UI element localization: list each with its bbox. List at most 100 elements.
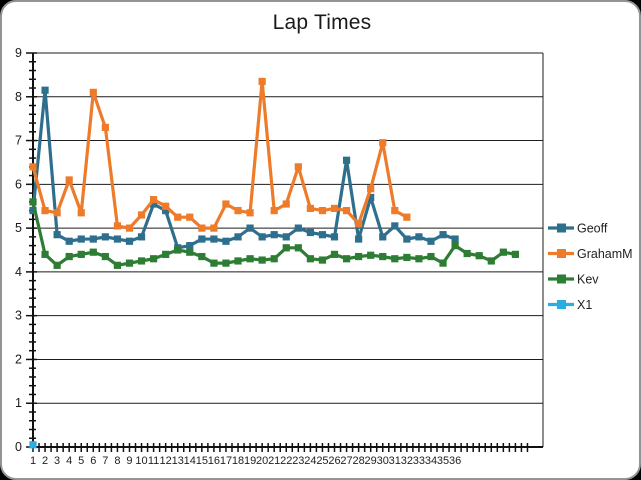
data-point-kev bbox=[162, 250, 170, 258]
x-tick-label: 10 bbox=[135, 455, 147, 467]
data-point-grahamm bbox=[403, 213, 411, 221]
data-point-geoff bbox=[258, 233, 266, 241]
x-tick-label: 17 bbox=[220, 455, 232, 467]
x-tick-label: 33 bbox=[413, 455, 425, 467]
data-point-geoff bbox=[113, 235, 122, 243]
data-point-grahamm bbox=[29, 163, 37, 171]
x-tick-label: 8 bbox=[114, 455, 120, 467]
data-point-grahamm bbox=[125, 224, 134, 232]
data-point-kev bbox=[463, 249, 471, 258]
x-tick-label: 16 bbox=[208, 455, 220, 467]
data-point-kev bbox=[330, 250, 339, 258]
legend: Geoff GrahamM Kev X1 bbox=[548, 222, 633, 312]
data-point-grahamm bbox=[367, 185, 375, 193]
x-tick-label: 36 bbox=[449, 455, 461, 467]
data-point-kev bbox=[282, 244, 290, 252]
data-point-x1 bbox=[29, 441, 37, 449]
y-tick-label: 6 bbox=[15, 177, 22, 191]
data-point-grahamm bbox=[210, 224, 218, 232]
data-point-geoff bbox=[391, 222, 399, 230]
y-tick-label: 2 bbox=[15, 352, 22, 366]
data-point-grahamm bbox=[174, 213, 182, 221]
data-point-kev bbox=[391, 255, 399, 263]
data-point-grahamm bbox=[65, 176, 73, 184]
x-tick-label: 2 bbox=[42, 455, 48, 467]
legend-item-grahamm: GrahamM bbox=[548, 247, 633, 261]
data-point-grahamm bbox=[198, 224, 206, 232]
data-point-kev bbox=[403, 253, 411, 262]
data-point-grahamm bbox=[330, 204, 339, 213]
data-point-geoff bbox=[342, 156, 351, 164]
data-point-kev bbox=[318, 256, 327, 264]
data-point-kev bbox=[355, 252, 363, 261]
x-tick-label: 14 bbox=[184, 455, 196, 467]
data-point-grahamm bbox=[113, 222, 122, 230]
data-point-grahamm bbox=[258, 77, 266, 86]
data-point-kev bbox=[499, 248, 507, 256]
legend-label: X1 bbox=[577, 298, 592, 312]
data-point-grahamm bbox=[379, 139, 387, 147]
data-point-geoff bbox=[234, 233, 242, 241]
x-tick-label: 1 bbox=[30, 455, 36, 467]
data-point-grahamm bbox=[89, 88, 97, 96]
data-point-kev bbox=[77, 250, 85, 258]
x-tick-label: 23 bbox=[292, 455, 304, 467]
y-tick-label: 7 bbox=[15, 134, 22, 148]
x-tick-label: 34 bbox=[425, 455, 437, 467]
legend-label: Geoff bbox=[577, 222, 608, 236]
legend-label: Kev bbox=[577, 273, 599, 287]
y-tick-label: 8 bbox=[15, 90, 22, 104]
data-point-grahamm bbox=[53, 209, 61, 217]
data-point-geoff bbox=[222, 237, 230, 245]
data-point-kev bbox=[186, 248, 194, 256]
data-point-geoff bbox=[150, 200, 158, 208]
data-point-kev bbox=[137, 257, 146, 265]
data-point-kev bbox=[427, 252, 435, 261]
y-tick-label: 0 bbox=[15, 440, 22, 454]
x-tick-label: 5 bbox=[78, 455, 84, 467]
x-tick-label: 31 bbox=[389, 455, 401, 467]
x-tick-label: 20 bbox=[256, 455, 268, 467]
data-point-grahamm bbox=[391, 207, 399, 215]
data-point-grahamm bbox=[294, 163, 302, 171]
legend-item-geoff: Geoff bbox=[548, 222, 608, 236]
data-point-kev bbox=[174, 246, 182, 254]
data-point-geoff bbox=[53, 231, 61, 239]
x-tick-label: 15 bbox=[196, 455, 208, 467]
x-tick-label: 19 bbox=[244, 455, 256, 467]
legend-marker-square bbox=[557, 223, 566, 233]
data-point-grahamm bbox=[270, 207, 278, 215]
data-point-geoff bbox=[41, 86, 49, 94]
data-point-kev bbox=[125, 259, 134, 267]
series-kev bbox=[29, 198, 519, 269]
series-x1 bbox=[29, 441, 37, 449]
x-tick-label: 25 bbox=[316, 455, 328, 467]
x-tick-label: 7 bbox=[102, 455, 108, 467]
data-point-grahamm bbox=[162, 202, 170, 210]
data-point-geoff bbox=[270, 231, 278, 239]
x-tick-label: 13 bbox=[172, 455, 184, 467]
x-tick-label: 27 bbox=[340, 455, 352, 467]
data-point-grahamm bbox=[282, 200, 290, 208]
data-point-kev bbox=[487, 257, 495, 265]
y-tick-label: 5 bbox=[15, 221, 22, 235]
data-point-geoff bbox=[101, 233, 109, 241]
data-point-geoff bbox=[330, 233, 339, 241]
data-point-kev bbox=[270, 255, 278, 263]
data-point-grahamm bbox=[150, 196, 158, 204]
data-point-grahamm bbox=[41, 207, 49, 215]
x-tick-label: 26 bbox=[328, 455, 340, 467]
data-point-geoff bbox=[367, 193, 375, 202]
data-point-kev bbox=[29, 198, 37, 206]
series-geoff bbox=[29, 86, 459, 252]
x-tick-label: 11 bbox=[148, 455, 159, 467]
data-point-geoff bbox=[162, 207, 170, 215]
data-point-grahamm bbox=[342, 207, 351, 215]
data-point-geoff bbox=[65, 237, 73, 245]
data-point-geoff bbox=[415, 233, 423, 241]
x-tick-label: 4 bbox=[66, 455, 72, 467]
data-point-geoff bbox=[439, 231, 447, 239]
data-point-geoff bbox=[89, 235, 97, 243]
data-point-kev bbox=[439, 259, 447, 267]
data-point-kev bbox=[210, 259, 218, 267]
